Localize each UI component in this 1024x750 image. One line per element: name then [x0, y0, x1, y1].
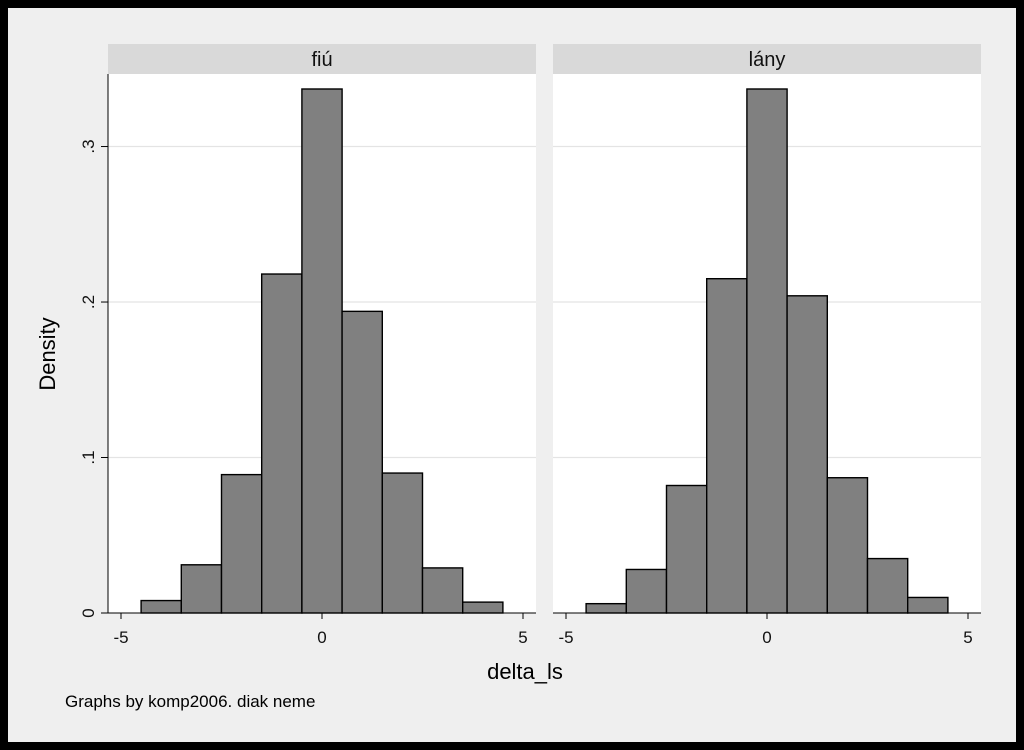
- histogram-bar: [866, 557, 909, 614]
- histogram-bar: [301, 88, 343, 614]
- panel-fiu: fiú -5 0 5 0 .1 .2 .3: [79, 44, 536, 647]
- x-tick-label: 0: [317, 628, 326, 647]
- panel-strip: [108, 44, 536, 74]
- y-tick-label: 0: [79, 608, 98, 617]
- y-tick-label: .1: [79, 450, 98, 464]
- x-tick-label: -5: [558, 628, 573, 647]
- x-tick-label: -5: [113, 628, 128, 647]
- x-tick-label: 5: [518, 628, 527, 647]
- graph-frame: Density delta_ls Graphs by komp2006. dia…: [8, 8, 1016, 742]
- histogram-bar: [786, 295, 828, 614]
- x-axis-title: delta_ls: [487, 659, 563, 684]
- panel-lany: lány -5 0 5: [553, 44, 981, 647]
- y-axis-title: Density: [35, 317, 60, 390]
- y-tick-label: .3: [79, 139, 98, 153]
- histogram-bar: [907, 596, 949, 614]
- histogram-chart: Density delta_ls Graphs by komp2006. dia…: [35, 44, 981, 711]
- histogram-bar: [260, 273, 303, 614]
- histogram-bar: [220, 473, 263, 614]
- histogram-bar: [625, 568, 668, 614]
- panel-title: lány: [749, 49, 786, 71]
- y-tick-label: .2: [79, 295, 98, 309]
- histogram-bar: [381, 472, 424, 614]
- histogram-bar: [462, 601, 504, 614]
- histogram-bar: [421, 567, 464, 614]
- x-tick-label: 5: [963, 628, 972, 647]
- histogram-bar: [140, 599, 183, 614]
- x-tick-label: 0: [762, 628, 771, 647]
- histogram-bar: [706, 277, 748, 614]
- histogram-bar: [180, 564, 223, 614]
- histogram-bar: [826, 477, 869, 614]
- histogram-bar: [341, 310, 384, 614]
- histogram-bar: [585, 602, 627, 614]
- histogram-bar: [746, 88, 788, 614]
- panel-strip: [553, 44, 981, 74]
- panel-title: fiú: [311, 49, 332, 71]
- histogram-bar: [665, 484, 708, 614]
- graphs-by-note: Graphs by komp2006. diak neme: [65, 692, 315, 711]
